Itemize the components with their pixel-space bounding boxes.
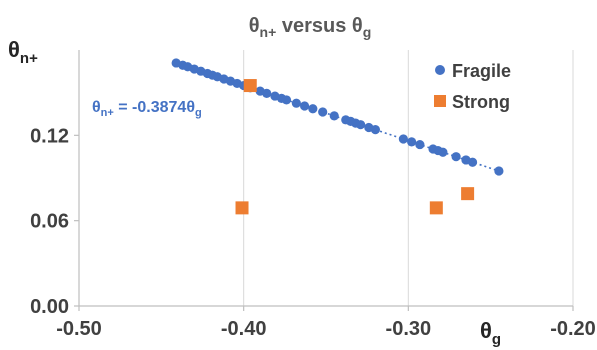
y-axis-label-sub: n+ (20, 50, 38, 67)
trendline-eq-rhs: = -0.3874θ (114, 99, 195, 116)
y-tick-label: 0.00 (30, 296, 69, 318)
data-point-strong (235, 201, 249, 215)
data-point-fragile (467, 157, 478, 167)
data-point-strong (461, 187, 475, 201)
chart-title: θn+ versus θg (249, 15, 372, 40)
y-tick-label: 0.12 (30, 125, 69, 147)
x-tick-label: -0.30 (386, 318, 432, 340)
trendline-eq-lhs: θ (92, 99, 101, 116)
y-axis-label-main: θ (8, 37, 20, 62)
x-tick-label: -0.40 (221, 318, 267, 340)
data-point-fragile (318, 107, 328, 117)
data-point-fragile (299, 101, 310, 111)
data-point-fragile (407, 137, 417, 147)
legend: Fragile Strong (434, 61, 511, 112)
x-axis-label-main: θ (480, 318, 492, 343)
points-layer (171, 58, 504, 215)
data-point-fragile (308, 104, 318, 114)
y-tick-label: 0.06 (30, 211, 69, 233)
data-point-fragile (451, 152, 461, 162)
legend-marker-strong (434, 95, 446, 107)
y-axis-label: θn+ (8, 37, 38, 67)
chart-title-part-a: θ (249, 15, 260, 37)
data-point-fragile (438, 147, 448, 157)
x-tick-label: -0.50 (56, 318, 102, 340)
data-point-fragile (262, 88, 272, 98)
x-axis-label-sub: g (492, 331, 501, 348)
data-point-fragile (398, 134, 408, 144)
data-point-fragile (355, 120, 366, 130)
trendline-eq-lhs-sub: n+ (101, 107, 114, 119)
data-point-fragile (415, 139, 425, 150)
chart-title-part-b: versus θ (276, 15, 362, 37)
legend-label-strong: Strong (452, 92, 510, 112)
axis-layer (74, 50, 574, 311)
chart-title-sub-a: n+ (260, 24, 277, 40)
data-point-fragile (494, 166, 504, 176)
x-tick-label: -0.20 (550, 318, 596, 340)
grid-layer (243, 50, 574, 306)
legend-marker-fragile (435, 65, 445, 75)
chart-title-sub-b: g (363, 24, 372, 40)
trendline-equation: θn+ = -0.3874θg (92, 99, 202, 119)
trendline-eq-rhs-sub: g (195, 107, 202, 119)
data-point-strong (429, 201, 443, 215)
legend-label-fragile: Fragile (452, 61, 511, 81)
tick-labels-layer: -0.50 -0.40 -0.30 -0.20 0.00 0.06 0.12 (30, 125, 596, 340)
data-point-fragile (281, 95, 292, 105)
data-point-fragile (291, 98, 301, 108)
data-point-fragile (370, 125, 380, 135)
data-point-strong (243, 79, 257, 93)
data-point-fragile (329, 111, 339, 121)
x-axis-label: θg (480, 318, 501, 348)
